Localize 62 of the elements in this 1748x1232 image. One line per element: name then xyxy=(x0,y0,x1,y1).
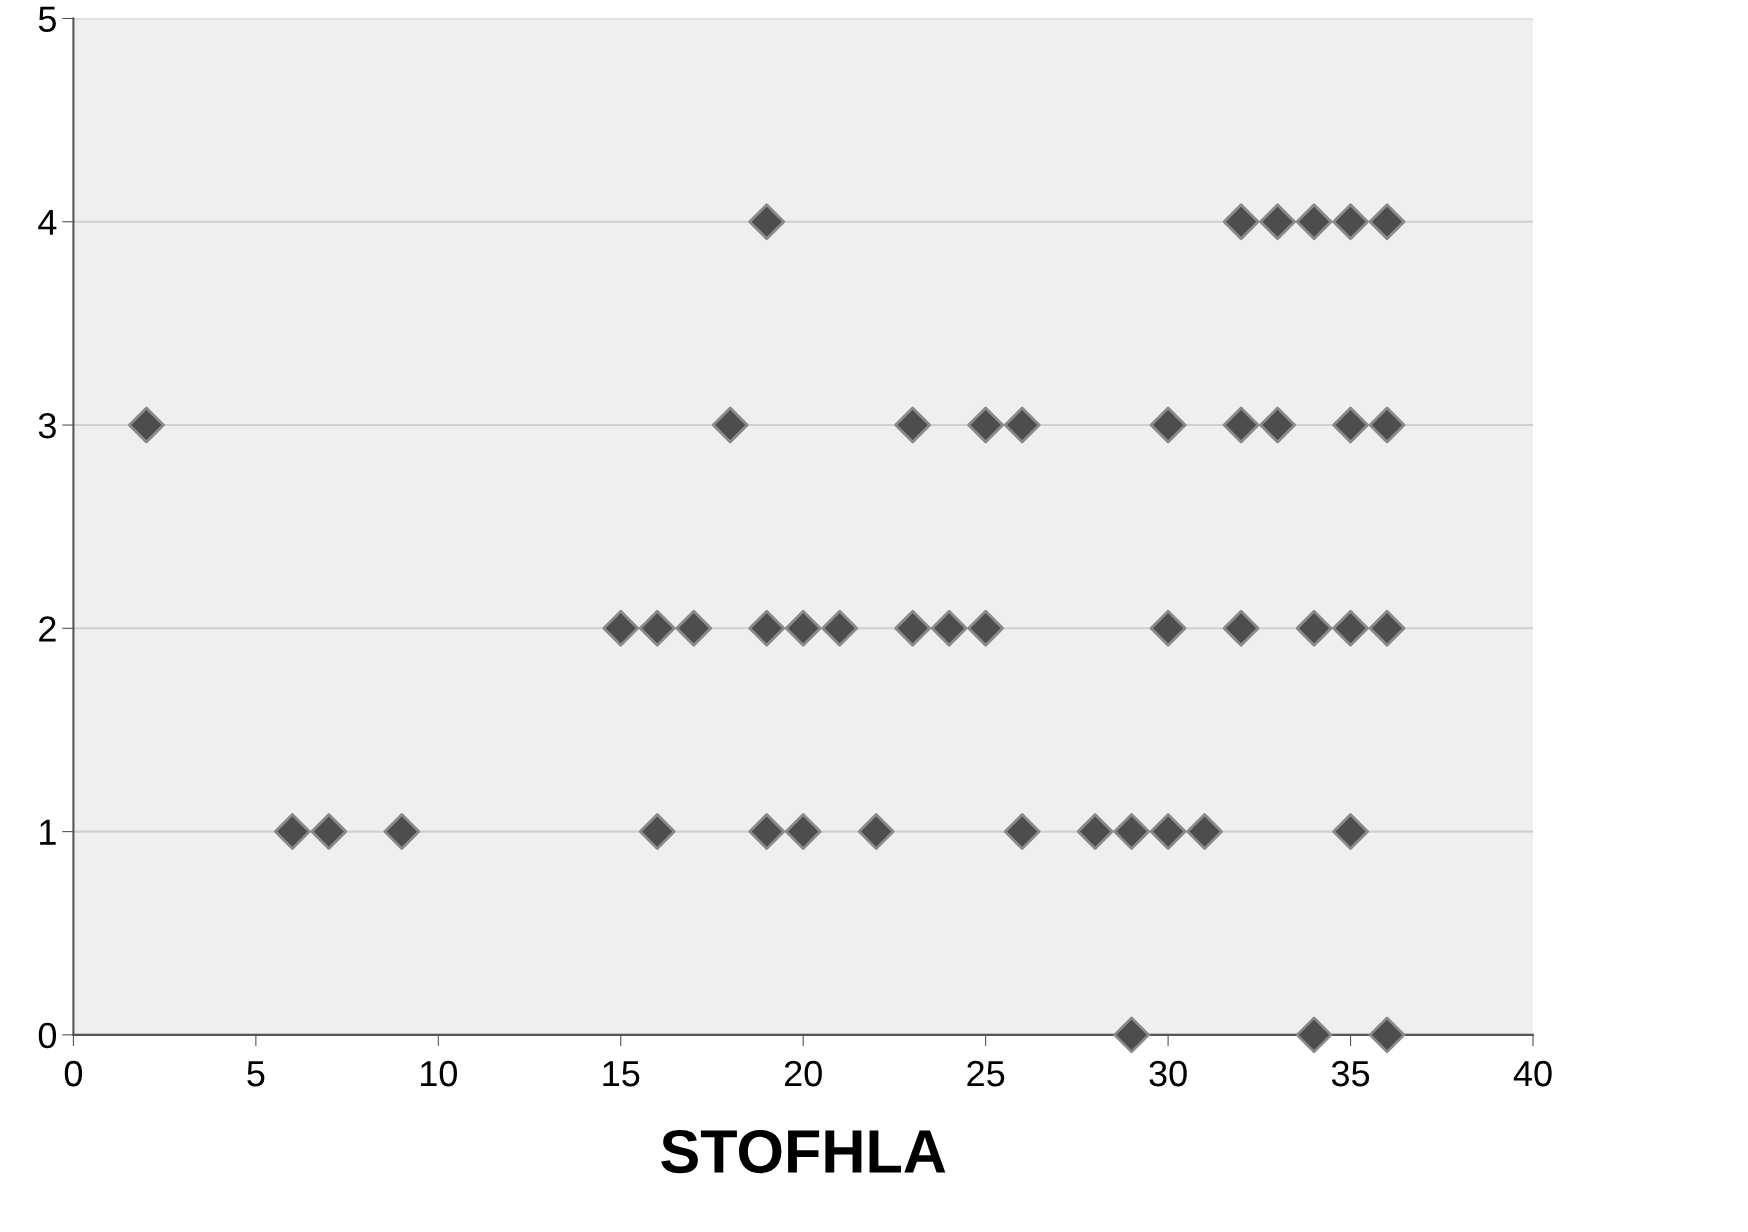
point xyxy=(1368,203,1406,241)
point xyxy=(967,609,1005,647)
y-tick-label: 3 xyxy=(38,412,56,439)
point xyxy=(894,609,932,647)
point xyxy=(857,813,895,850)
x-axis-title: STOFHLA xyxy=(661,1129,946,1174)
point xyxy=(1295,609,1333,647)
x-tick-label: 5 xyxy=(247,1061,265,1087)
x-tick-label: 10 xyxy=(420,1060,457,1087)
y-tick-label: 5 xyxy=(38,6,56,32)
x-tick-label: 30 xyxy=(1149,1060,1187,1087)
point xyxy=(273,813,311,850)
point xyxy=(1332,609,1369,647)
point xyxy=(967,406,1005,444)
point xyxy=(1149,609,1187,647)
x-tick-label: 15 xyxy=(603,1061,640,1087)
point xyxy=(1003,813,1041,850)
x-tick-label: 20 xyxy=(784,1060,822,1087)
point xyxy=(748,609,786,647)
point xyxy=(784,813,822,850)
point xyxy=(127,406,165,444)
point xyxy=(930,609,968,647)
point xyxy=(1186,813,1223,850)
point xyxy=(894,406,932,444)
point xyxy=(1222,203,1260,241)
point xyxy=(748,813,786,850)
point xyxy=(784,609,822,647)
point xyxy=(1295,203,1333,241)
point xyxy=(1149,406,1187,444)
point xyxy=(1076,813,1114,850)
y-tick-label: 4 xyxy=(38,210,57,235)
x-tick-label: 40 xyxy=(1513,1060,1552,1087)
point xyxy=(310,813,348,850)
point xyxy=(675,609,713,647)
point xyxy=(711,406,749,444)
x-tick-label: 35 xyxy=(1331,1060,1370,1087)
point xyxy=(1149,813,1187,850)
point xyxy=(1259,203,1296,241)
point xyxy=(1113,1016,1151,1054)
point xyxy=(1259,406,1296,444)
point xyxy=(1222,609,1260,647)
point xyxy=(1295,1016,1333,1054)
point xyxy=(1113,813,1151,850)
y-tick-label: 2 xyxy=(39,616,56,642)
x-tick-label: 25 xyxy=(967,1060,1005,1087)
point xyxy=(1332,203,1369,241)
point xyxy=(638,609,676,647)
point xyxy=(1368,609,1406,647)
point xyxy=(1368,1016,1406,1054)
y-tick-label: 1 xyxy=(40,819,56,845)
point xyxy=(1332,406,1369,444)
point xyxy=(1222,406,1260,444)
x-tick-label: 0 xyxy=(64,1060,83,1087)
point xyxy=(602,609,640,647)
point xyxy=(748,203,786,241)
point xyxy=(638,813,676,850)
point xyxy=(1368,406,1406,444)
point xyxy=(383,813,421,850)
point xyxy=(821,609,859,647)
point xyxy=(1332,813,1369,850)
point xyxy=(1003,406,1041,444)
y-tick-label: 0 xyxy=(38,1022,57,1049)
